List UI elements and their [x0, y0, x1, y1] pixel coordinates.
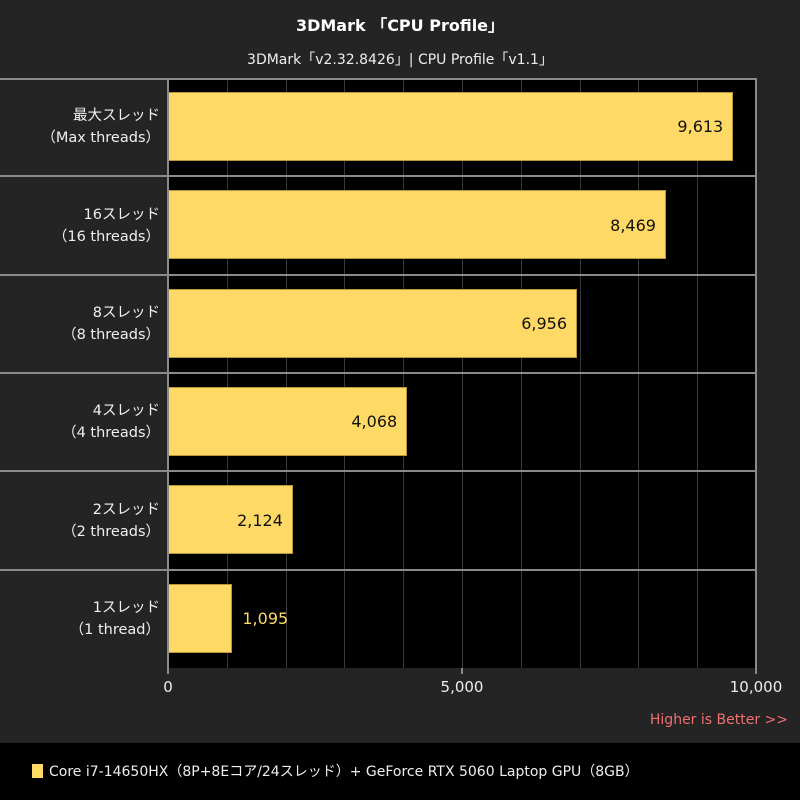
- x-axis-tick: [167, 668, 169, 674]
- bar: [168, 288, 577, 358]
- chart-border-top: [0, 78, 757, 80]
- x-axis-tick-label: 10,000: [729, 678, 783, 696]
- bar-value-label: 8,469: [610, 215, 656, 235]
- category-label-en: （8 threads）: [62, 326, 160, 343]
- legend-item: Core i7-14650HX（8P+8Eコア/24スレッド）+ GeForce…: [32, 761, 639, 781]
- bar: [168, 190, 666, 260]
- category-label-jp: 8スレッド: [92, 304, 160, 321]
- row-separator: [0, 568, 757, 571]
- bar-value-label: 2,124: [237, 510, 283, 530]
- category-label-jp: 1スレッド: [92, 599, 160, 616]
- row-separator: [0, 372, 757, 374]
- category-label: 1スレッド （1 thread）: [0, 597, 160, 641]
- category-label-en: （2 threads）: [62, 523, 160, 540]
- category-label: 4スレッド （4 threads）: [0, 400, 160, 444]
- bar-value-label: 1,095: [242, 608, 289, 628]
- category-label: 最大スレッド （Max threads）: [0, 105, 160, 149]
- category-label-jp: 16スレッド: [83, 206, 160, 223]
- row-separator: [0, 470, 757, 473]
- row-separator: [0, 273, 757, 276]
- bar-value-label: 4,068: [351, 412, 398, 432]
- row-separator: [0, 175, 757, 178]
- bar-value-label: 9,613: [677, 117, 724, 137]
- bar: [168, 583, 233, 653]
- category-label-jp: 最大スレッド: [73, 108, 160, 125]
- category-label: 16スレッド （16 threads）: [0, 204, 160, 248]
- chart-title: 3DMark 「CPU Profile」: [295, 16, 505, 35]
- chart-border-right: [755, 78, 757, 668]
- higher-is-better-note: Higher is Better >>: [649, 712, 788, 728]
- category-label-en: （1 thread）: [69, 621, 160, 638]
- legend-bar: Core i7-14650HX（8P+8Eコア/24スレッド）+ GeForce…: [0, 743, 800, 800]
- category-label-en: （4 threads）: [62, 425, 160, 442]
- category-label-en: （Max threads）: [41, 130, 160, 147]
- x-axis-tick-label: 5,000: [440, 678, 484, 696]
- x-axis-tick: [461, 668, 463, 674]
- bar-value-label: 6,956: [521, 313, 567, 333]
- chart-subtitle: 3DMark「v2.32.8426」| CPU Profile「v1.1」: [247, 52, 553, 68]
- category-label-en: （16 threads）: [52, 228, 160, 245]
- x-axis-tick: [755, 668, 757, 674]
- category-label-jp: 2スレッド: [92, 501, 160, 518]
- category-label: 2スレッド （2 threads）: [0, 499, 160, 543]
- y-axis-line: [167, 78, 169, 668]
- chart-area: 最大スレッド （Max threads） 9,613 16スレッド （16 thread…: [0, 78, 757, 668]
- legend-label: Core i7-14650HX（8P+8Eコア/24スレッド）+ GeForce…: [49, 764, 639, 780]
- bar: [168, 92, 734, 161]
- category-label: 8スレッド （8 threads）: [0, 302, 160, 346]
- x-axis-tick-label: 0: [163, 678, 173, 696]
- legend-swatch-icon: [32, 764, 43, 778]
- category-label-jp: 4スレッド: [92, 403, 160, 420]
